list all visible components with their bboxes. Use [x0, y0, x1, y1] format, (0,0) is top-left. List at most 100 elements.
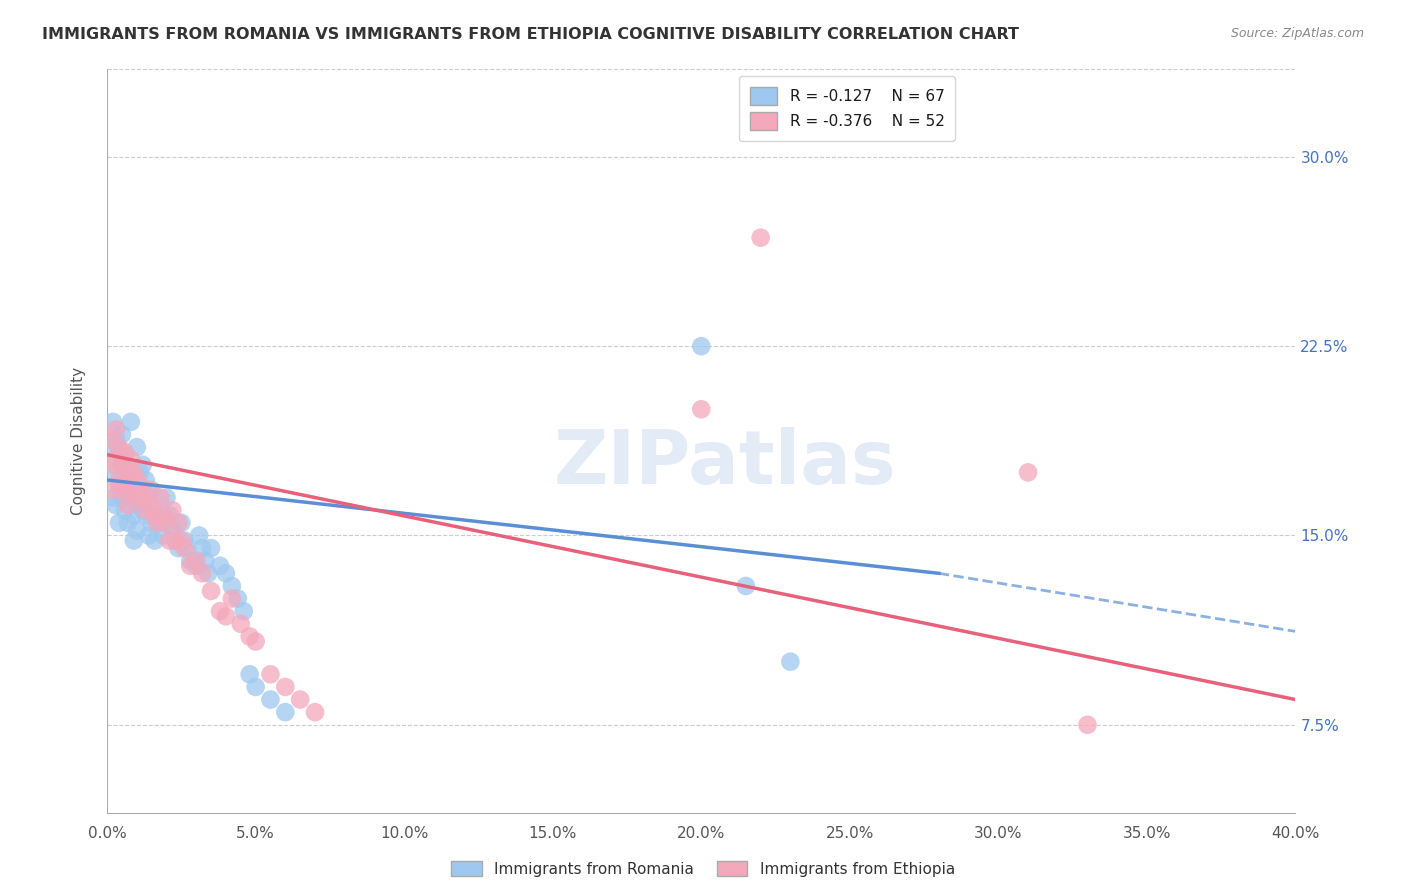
Point [200, 541, 222, 555]
Point [141, 516, 163, 530]
Point [167, 516, 190, 530]
Point [170, 533, 193, 548]
Point [146, 508, 169, 523]
Point [143, 503, 166, 517]
Point [749, 230, 772, 244]
Point [117, 466, 139, 480]
Point [125, 483, 148, 497]
Point [208, 604, 231, 618]
Point [104, 466, 127, 480]
Point [259, 667, 281, 681]
Point [146, 516, 169, 530]
Point [690, 339, 713, 353]
Y-axis label: Cognitive Disability: Cognitive Disability [72, 367, 86, 515]
Point [149, 516, 172, 530]
Point [274, 680, 297, 694]
Point [179, 554, 201, 568]
Point [114, 445, 136, 459]
Point [125, 524, 148, 538]
Point [245, 634, 267, 648]
Point [245, 680, 267, 694]
Point [155, 491, 177, 505]
Point [143, 533, 166, 548]
Point [111, 491, 134, 505]
Point [162, 503, 184, 517]
Point [779, 655, 801, 669]
Point [1017, 466, 1039, 480]
Point [117, 516, 139, 530]
Point [143, 508, 166, 523]
Point [135, 473, 157, 487]
Point [138, 528, 160, 542]
Point [108, 516, 131, 530]
Point [259, 692, 281, 706]
Point [239, 667, 262, 681]
Point [226, 591, 249, 606]
Point [200, 584, 222, 599]
Point [191, 541, 214, 555]
Point [120, 415, 142, 429]
Point [111, 458, 134, 472]
Point [194, 554, 217, 568]
Point [188, 528, 211, 542]
Point [132, 491, 155, 505]
Point [125, 491, 148, 505]
Point [101, 491, 124, 505]
Point [173, 541, 195, 555]
Point [165, 533, 187, 548]
Point [170, 516, 193, 530]
Point [132, 503, 155, 517]
Point [1076, 718, 1098, 732]
Point [104, 452, 127, 467]
Point [101, 458, 124, 472]
Point [104, 498, 127, 512]
Point [101, 483, 124, 497]
Point [167, 541, 190, 555]
Point [159, 508, 181, 523]
Legend: R = -0.127    N = 67, R = -0.376    N = 52: R = -0.127 N = 67, R = -0.376 N = 52 [740, 76, 955, 141]
Point [108, 440, 131, 454]
Point [122, 466, 145, 480]
Point [229, 616, 252, 631]
Point [120, 483, 142, 497]
Point [149, 491, 172, 505]
Point [290, 692, 312, 706]
Point [98, 433, 121, 447]
Point [239, 629, 262, 643]
Point [141, 498, 163, 512]
Point [111, 458, 134, 472]
Legend: Immigrants from Romania, Immigrants from Ethiopia: Immigrants from Romania, Immigrants from… [443, 853, 963, 884]
Text: IMMIGRANTS FROM ROMANIA VS IMMIGRANTS FROM ETHIOPIA COGNITIVE DISABILITY CORRELA: IMMIGRANTS FROM ROMANIA VS IMMIGRANTS FR… [42, 27, 1019, 42]
Point [141, 483, 163, 497]
Point [104, 422, 127, 436]
Point [120, 452, 142, 467]
Point [125, 473, 148, 487]
Point [221, 591, 243, 606]
Text: ZIPatlas: ZIPatlas [554, 426, 897, 500]
Point [215, 609, 238, 624]
Point [186, 554, 208, 568]
Point [138, 491, 160, 505]
Point [165, 533, 187, 548]
Point [232, 604, 254, 618]
Point [197, 566, 219, 581]
Point [208, 558, 231, 573]
Point [114, 473, 136, 487]
Point [734, 579, 756, 593]
Point [215, 566, 238, 581]
Point [111, 483, 134, 497]
Point [104, 433, 127, 447]
Point [114, 448, 136, 462]
Point [173, 533, 195, 548]
Point [186, 558, 208, 573]
Point [159, 533, 181, 548]
Point [152, 528, 174, 542]
Point [162, 524, 184, 538]
Point [108, 445, 131, 459]
Point [117, 491, 139, 505]
Point [135, 508, 157, 523]
Point [117, 498, 139, 512]
Point [120, 483, 142, 497]
Point [122, 533, 145, 548]
Point [132, 458, 155, 472]
